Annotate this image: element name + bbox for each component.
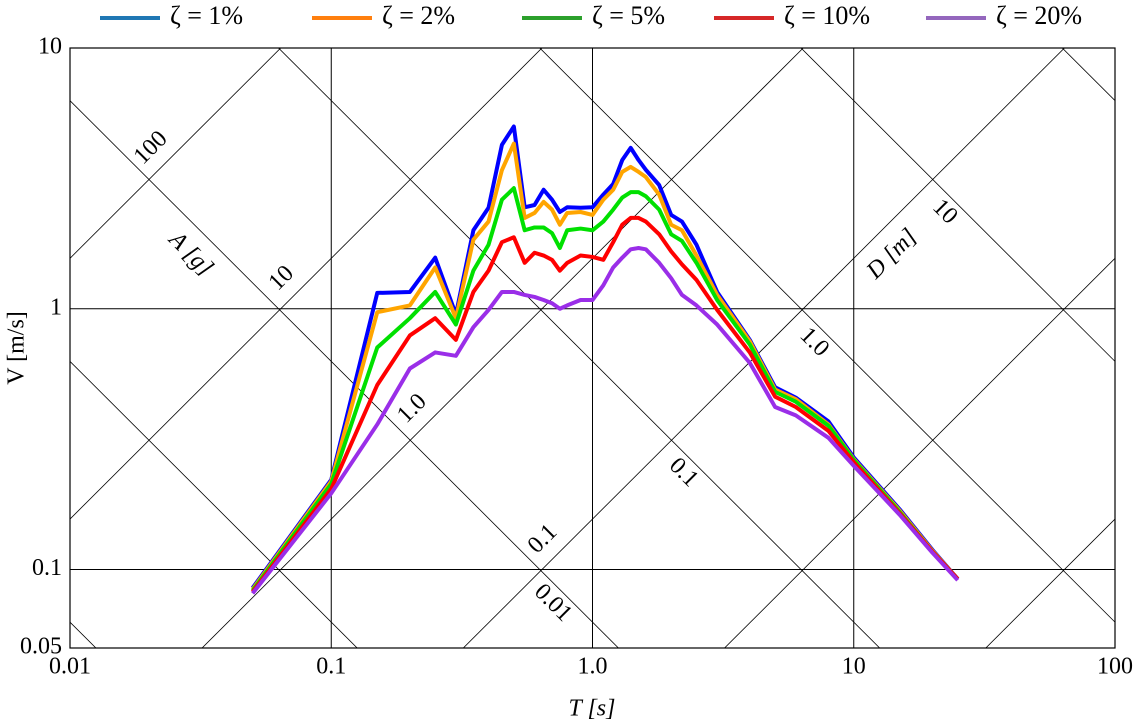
- series-lines: [250, 124, 960, 595]
- legend-label: ζ = 2%: [382, 1, 455, 30]
- series-line: [250, 186, 960, 592]
- acceleration-label: 1.0: [392, 389, 432, 429]
- y-tick-label: 10: [38, 34, 62, 60]
- acceleration-axis-label: A [g]: [162, 225, 218, 281]
- x-tick-label: 100: [1097, 654, 1133, 680]
- acceleration-line: [70, 48, 282, 259]
- displacement-label: 0.01: [529, 579, 577, 627]
- acceleration-line: [70, 48, 543, 520]
- acceleration-line: [723, 258, 1115, 648]
- legend-entry: ζ = 20%: [926, 1, 1082, 30]
- acceleration-label: 0.1: [523, 519, 563, 559]
- x-tick-label: 0.01: [49, 654, 91, 680]
- displacement-label: 0.1: [664, 453, 704, 493]
- y-axis-label: V [m/s]: [4, 311, 30, 385]
- acceleration-label: 10: [264, 260, 299, 295]
- y-tick-label: 0.1: [32, 555, 62, 581]
- displacement-line: [800, 48, 1115, 362]
- legend-label: ζ = 1%: [170, 1, 243, 30]
- grid: [69, 47, 1116, 649]
- legend-entry: ζ = 2%: [312, 1, 455, 30]
- acceleration-label: 100: [129, 126, 173, 170]
- plot-frame: [69, 47, 1116, 649]
- x-tick-label: 1.0: [578, 654, 608, 680]
- x-axis-label: T [s]: [569, 696, 616, 722]
- legend-entry: ζ = 5%: [522, 1, 665, 30]
- legend-entry: ζ = 1%: [100, 1, 243, 30]
- y-tick-label: 1: [50, 294, 62, 320]
- displacement-label: 10: [927, 194, 962, 229]
- legend-label: ζ = 20%: [996, 1, 1082, 30]
- displacement-line: [70, 361, 358, 648]
- legend-label: ζ = 10%: [784, 1, 870, 30]
- x-tick-label: 10: [842, 654, 866, 680]
- series-line: [251, 215, 960, 594]
- legend-entry: ζ = 10%: [714, 1, 870, 30]
- displacement-label: 1.0: [795, 322, 835, 362]
- x-tick-label: 0.1: [316, 654, 346, 680]
- series-line: [251, 246, 960, 595]
- y-tick-label: 0.05: [20, 634, 62, 660]
- labels: 0.01 0.1 1.0 10 100 0.05 0.1 1 10 100 10 1.0 0.1 10 1.…: [20, 34, 1133, 680]
- legend-label: ζ = 5%: [592, 1, 665, 30]
- displacement-axis-label: D [m]: [861, 224, 922, 285]
